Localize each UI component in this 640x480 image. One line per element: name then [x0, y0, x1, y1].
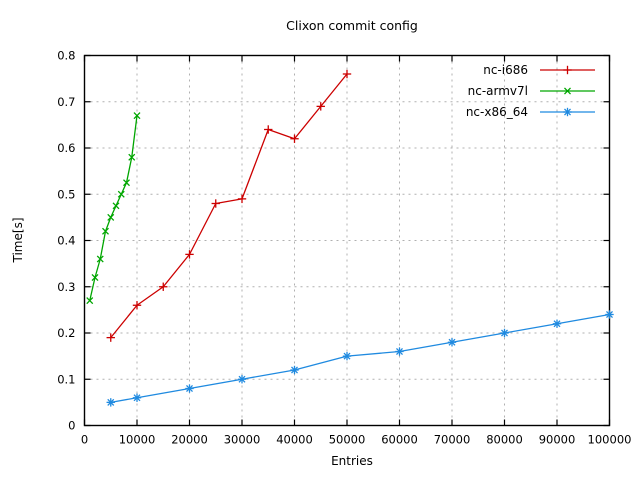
- marker-stroke: [343, 352, 351, 360]
- marker-stroke: [96, 255, 104, 263]
- datapoint-nc-x86_64-5000: [106, 398, 115, 407]
- marker-stroke: [86, 297, 94, 305]
- datapoint-nc-x86_64-20000: [185, 384, 194, 393]
- marker-stroke: [448, 338, 456, 346]
- marker-stroke: [128, 153, 136, 161]
- legend-marker-nc-armv7l: [564, 87, 571, 95]
- legend-label-nc-armv7l[interactable]: nc-armv7l: [468, 84, 528, 98]
- marker-stroke: [553, 320, 561, 328]
- marker-stroke: [238, 375, 246, 383]
- y-axis-tick-labels: 0 0.1 0.2 0.3 0.4 0.5 0.6 0.7 0.8: [57, 49, 75, 433]
- datapoint-nc-i686-45000: [316, 102, 325, 111]
- x-tick-label: 50000: [329, 433, 366, 447]
- y-tick-label: 0.6: [57, 141, 75, 155]
- marker-stroke: [564, 87, 571, 95]
- datapoint-nc-armv7l-3000: [96, 255, 104, 263]
- x-tick-label: 20000: [171, 433, 208, 447]
- series-nc-armv7l: [86, 112, 141, 305]
- marker-stroke: [107, 213, 115, 221]
- x-tick-label: 40000: [276, 433, 313, 447]
- y-tick-label: 0.1: [57, 372, 75, 386]
- datapoint-nc-x86_64-80000: [500, 328, 509, 338]
- marker-stroke: [133, 112, 141, 120]
- marker-stroke: [133, 394, 141, 402]
- x-axis-title: Entries: [331, 454, 373, 468]
- datapoint-nc-x86_64-10000: [132, 393, 142, 402]
- y-tick-label: 0.4: [57, 234, 75, 248]
- datapoint-nc-x86_64-60000: [395, 347, 404, 356]
- datapoint-nc-i686-40000: [290, 134, 299, 143]
- datapoint-nc-i686-5000: [106, 333, 115, 342]
- chart-legend: nc-i686 nc-armv7l nc-x86_64: [466, 63, 595, 119]
- x-tick-label: 10000: [119, 433, 156, 447]
- datapoint-nc-armv7l-8000: [123, 179, 130, 187]
- x-axis-tick-labels: 0 10000 20000 30000 40000 50000 60000 70000 8000…: [81, 433, 632, 447]
- datapoint-nc-x86_64-100000: [605, 310, 614, 319]
- marker-stroke: [102, 227, 109, 235]
- datapoint-nc-i686-50000: [342, 69, 352, 79]
- x-tick-label: 60000: [381, 433, 418, 447]
- legend-label-nc-i686[interactable]: nc-i686: [483, 63, 528, 77]
- marker-stroke: [91, 274, 99, 281]
- datapoint-nc-armv7l-9000: [128, 153, 136, 161]
- datapoint-nc-armv7l-2000: [91, 274, 99, 281]
- datapoint-nc-armv7l-1000: [86, 297, 94, 305]
- datapoint-nc-armv7l-5000: [107, 213, 115, 221]
- y-tick-label: 0: [68, 419, 75, 433]
- datapoint-nc-i686-15000: [159, 282, 168, 291]
- x-tick-label: 90000: [539, 433, 576, 447]
- series-nc-x86_64: [106, 310, 614, 407]
- marker-stroke: [501, 329, 508, 337]
- marker-stroke: [186, 385, 193, 392]
- datapoint-nc-x86_64-40000: [290, 365, 299, 375]
- datapoint-nc-x86_64-90000: [552, 319, 562, 328]
- legend-marker-nc-i686: [563, 65, 572, 75]
- marker-stroke: [123, 179, 130, 187]
- datapoint-nc-x86_64-30000: [237, 375, 247, 384]
- datapoint-nc-i686-20000: [185, 250, 194, 259]
- datapoint-nc-armv7l-4000: [102, 227, 109, 235]
- marker-stroke: [564, 108, 571, 116]
- chart-title: Clixon commit config: [286, 18, 418, 33]
- datapoint-nc-armv7l-6000: [112, 202, 120, 210]
- marker-stroke: [291, 366, 298, 374]
- marker-stroke: [112, 202, 120, 210]
- datapoint-nc-x86_64-70000: [447, 338, 457, 347]
- datapoint-nc-x86_64-50000: [342, 351, 352, 361]
- series-nc-i686: [106, 69, 352, 342]
- legend-label-nc-x86_64[interactable]: nc-x86_64: [466, 105, 528, 119]
- x-tick-label: 100000: [588, 433, 632, 447]
- y-axis-title: Time[s]: [11, 218, 25, 264]
- y-tick-label: 0.8: [57, 49, 75, 63]
- plot-frame: [83, 54, 611, 427]
- series-line-nc-i686: [110, 73, 348, 339]
- y-tick-label: 0.3: [57, 280, 75, 294]
- marker-stroke: [606, 311, 613, 318]
- datapoint-nc-armv7l-10000: [133, 112, 141, 120]
- datapoint-nc-i686-25000: [211, 199, 220, 208]
- series-layer: [86, 69, 614, 407]
- datapoint-nc-i686-10000: [132, 301, 142, 310]
- marker-stroke: [107, 398, 115, 406]
- datapoint-nc-i686-30000: [237, 194, 247, 204]
- datapoint-nc-armv7l-7000: [117, 190, 125, 198]
- y-tick-label: 0.5: [57, 187, 75, 201]
- x-tick-label: 0: [81, 433, 88, 447]
- x-tick-label: 80000: [486, 433, 523, 447]
- datapoint-nc-i686-35000: [264, 125, 273, 134]
- marker-stroke: [396, 348, 403, 355]
- y-tick-label: 0.7: [57, 95, 75, 109]
- legend-marker-nc-x86_64: [563, 107, 572, 117]
- marker-stroke: [117, 190, 125, 198]
- x-tick-label: 30000: [224, 433, 261, 447]
- y-tick-label: 0.2: [57, 326, 75, 340]
- x-tick-label: 70000: [434, 433, 471, 447]
- series-line-nc-armv7l: [89, 114, 138, 302]
